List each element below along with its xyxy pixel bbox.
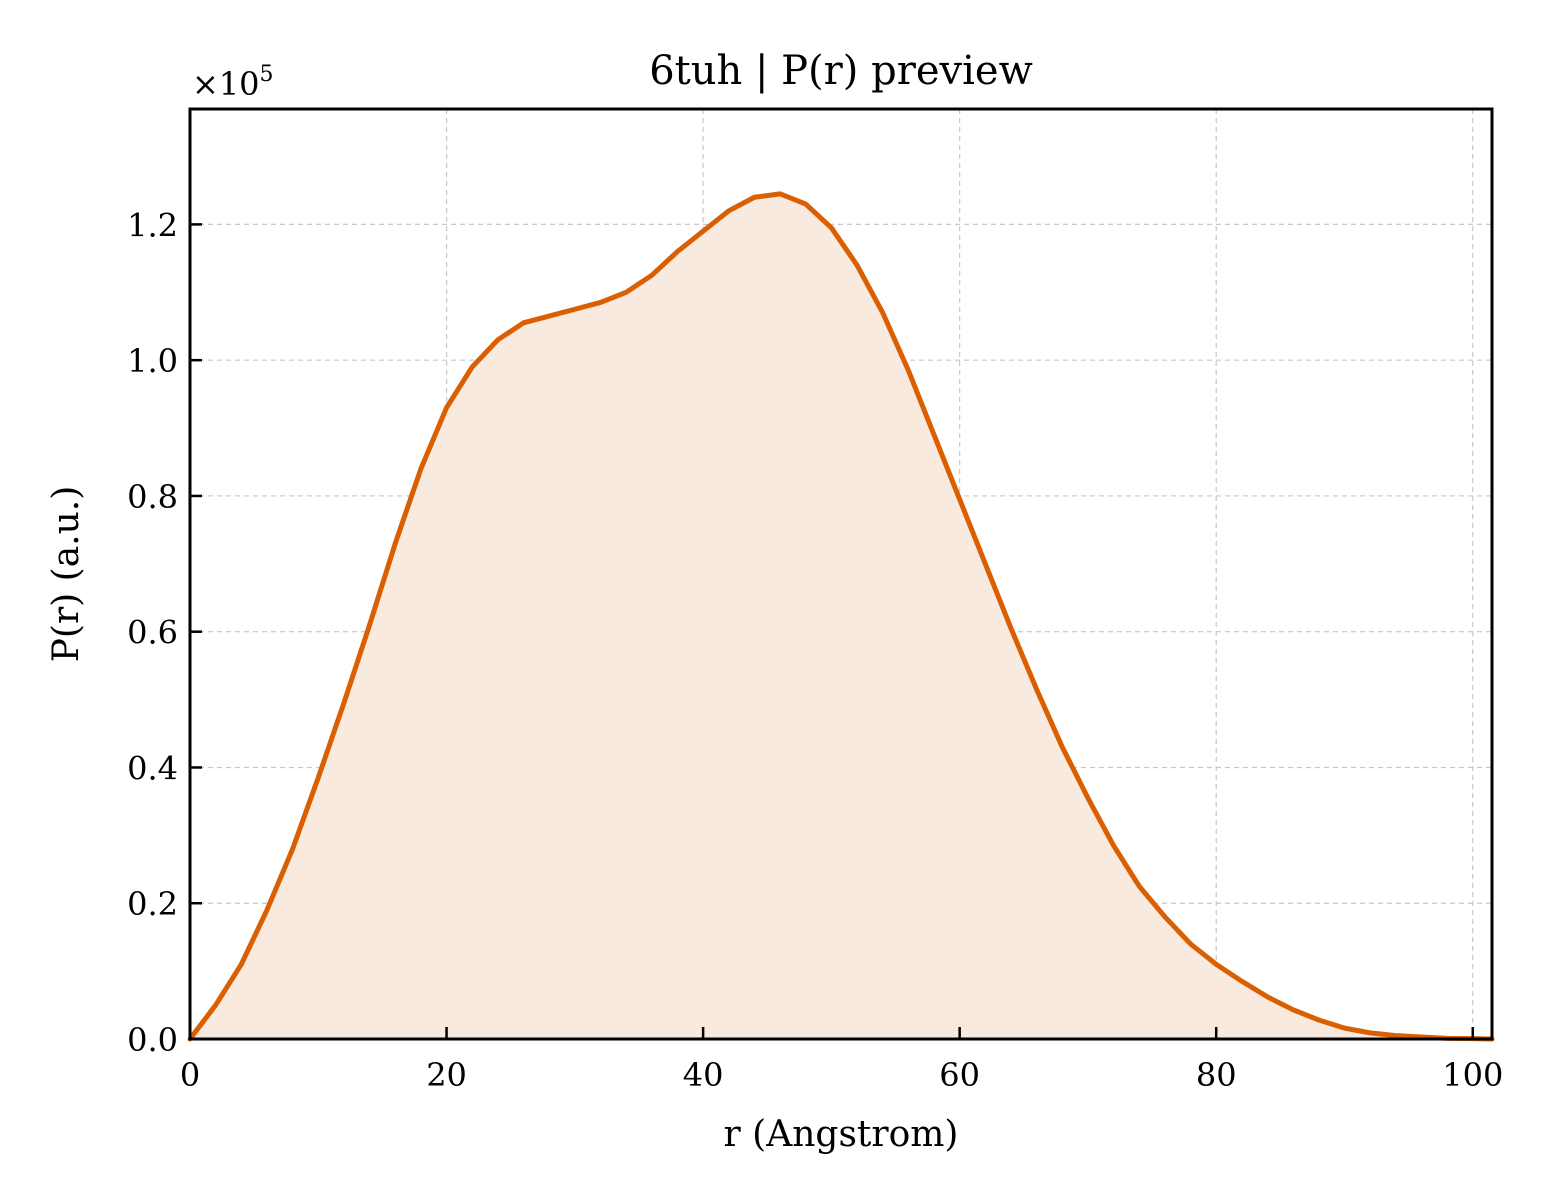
x-tick-label: 0 — [180, 1056, 200, 1094]
y-axis-label: P(r) (a.u.) — [46, 486, 87, 663]
axes-frame — [188, 107, 1494, 1041]
y-tick-label: 1.2 — [127, 206, 178, 244]
plot-area — [187, 191, 1495, 1042]
y-tick-label: 0.0 — [127, 1021, 178, 1059]
x-tick-label: 80 — [1196, 1056, 1237, 1094]
series-line — [187, 191, 1495, 1042]
x-axis-label: r (Angstrom) — [724, 1114, 959, 1155]
y-offset-label: ×105 — [192, 62, 274, 103]
y-offset-base: ×10 — [192, 65, 260, 103]
ticks: 0 20 40 60 80 100 0.0 0.2 0.4 0.6 0.8 1.0 1.2 — [127, 206, 1503, 1094]
x-tick-label: 40 — [683, 1056, 724, 1094]
y-tick-label: 1.0 — [127, 342, 178, 380]
y-tick-label: 0.4 — [127, 749, 178, 787]
x-tick-label: 60 — [939, 1056, 980, 1094]
x-tick-label: 100 — [1442, 1056, 1503, 1094]
y-tick-label: 0.8 — [127, 478, 178, 516]
y-offset-exponent: 5 — [260, 62, 274, 87]
series-area-fill — [190, 193, 1492, 1040]
y-tick-label: 0.6 — [127, 614, 178, 652]
y-tick-label: 0.2 — [127, 885, 178, 923]
x-tick-label: 20 — [426, 1056, 467, 1094]
chart-title: 6tuh | P(r) preview — [649, 48, 1033, 94]
